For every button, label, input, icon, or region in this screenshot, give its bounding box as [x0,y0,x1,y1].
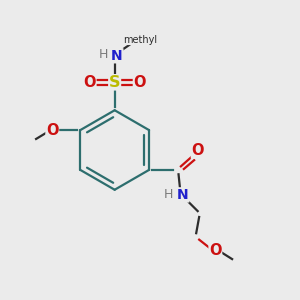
Text: O: O [134,75,146,90]
Text: H: H [164,188,173,201]
Text: N: N [177,188,189,202]
Text: O: O [191,143,204,158]
Text: S: S [109,75,120,90]
Text: O: O [209,243,222,258]
Text: H: H [99,48,108,62]
Text: N: N [111,49,123,63]
Text: O: O [83,75,96,90]
Text: O: O [46,123,58,138]
Text: methyl: methyl [123,34,157,45]
